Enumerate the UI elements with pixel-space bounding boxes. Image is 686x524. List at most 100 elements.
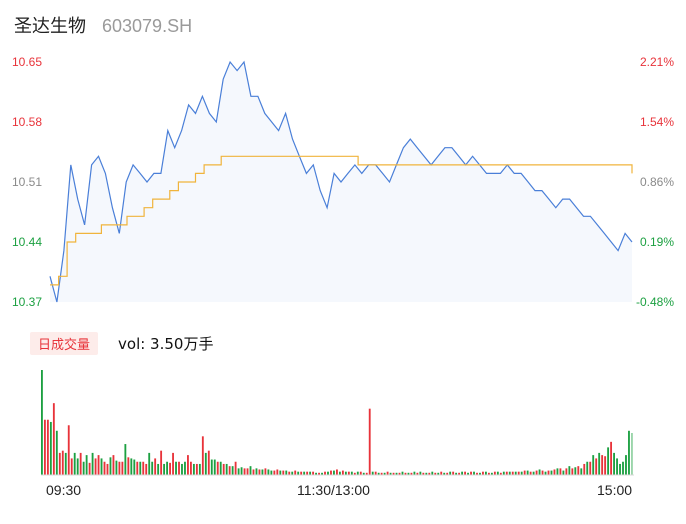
volume-bar xyxy=(294,470,297,475)
volume-bar xyxy=(449,471,452,475)
volume-bar xyxy=(121,461,124,475)
volume-bar xyxy=(482,471,484,475)
volume-bar xyxy=(64,452,67,475)
volume-bar xyxy=(401,471,404,475)
volume-bar xyxy=(70,458,73,475)
volume-bar xyxy=(288,471,291,475)
volume-bar xyxy=(404,472,407,475)
volume-bar xyxy=(264,468,267,475)
volume-bar xyxy=(467,472,469,475)
volume-bar xyxy=(97,455,100,475)
volume-bar xyxy=(446,472,449,475)
time-tick-open: 09:30 xyxy=(46,482,82,498)
volume-bar xyxy=(41,370,43,475)
volume-bar xyxy=(61,450,64,475)
volume-bar xyxy=(312,471,315,475)
volume-bar xyxy=(145,463,148,475)
volume-bar xyxy=(306,471,309,475)
volume-bar xyxy=(440,471,443,475)
volume-bar xyxy=(583,463,586,475)
pct-tick-3: 0.19% xyxy=(639,235,674,249)
volume-bar xyxy=(133,459,136,475)
volume-bar xyxy=(276,469,279,475)
price-tick-4: 10.37 xyxy=(12,295,43,309)
volume-bar xyxy=(514,471,517,475)
volume-bar xyxy=(434,472,437,475)
volume-bar xyxy=(362,472,365,475)
volume-bar xyxy=(300,471,303,475)
volume-bar xyxy=(604,456,607,475)
volume-bar xyxy=(52,403,55,475)
volume-bar xyxy=(189,461,192,475)
volume-bar xyxy=(410,472,413,475)
volume-tab[interactable]: 日成交量 xyxy=(30,331,99,355)
volume-bar xyxy=(371,471,374,475)
price-line xyxy=(49,60,633,303)
volume-bar xyxy=(607,447,610,475)
volume-bar xyxy=(151,461,154,475)
volume-bar xyxy=(240,467,243,475)
volume-bar xyxy=(55,430,58,475)
volume-bar xyxy=(353,472,356,475)
stock-name: 圣达生物 xyxy=(14,16,86,37)
volume-bar xyxy=(553,469,556,475)
volume-bar xyxy=(493,471,496,475)
average-price-line xyxy=(50,155,633,286)
volume-bar xyxy=(207,450,210,475)
volume-bar xyxy=(419,471,422,475)
volume-bar xyxy=(368,408,371,475)
volume-bar xyxy=(285,470,288,475)
volume-bar xyxy=(383,472,386,475)
volume-bar xyxy=(574,467,577,475)
volume-bar xyxy=(192,463,195,475)
volume-bar xyxy=(115,460,118,475)
volume-bar xyxy=(118,461,121,475)
volume-bar xyxy=(631,433,633,475)
volume-bar xyxy=(73,452,76,475)
volume-bar xyxy=(550,470,553,475)
volume-bar xyxy=(392,472,395,475)
volume-bar xyxy=(628,430,630,475)
volume-bar xyxy=(476,472,478,475)
volume-bar xyxy=(431,471,434,475)
volume-panel xyxy=(41,370,634,476)
volume-bar xyxy=(568,466,571,475)
volume-bar xyxy=(213,459,216,475)
volume-bar xyxy=(79,452,82,475)
volume-bar xyxy=(273,470,276,475)
volume-bar xyxy=(479,472,481,475)
volume-bar xyxy=(169,462,171,475)
volume-bar xyxy=(437,472,440,475)
volume-bar xyxy=(321,472,323,475)
volume-bar xyxy=(237,468,240,475)
volume-bar xyxy=(586,461,589,475)
volume-bar xyxy=(398,472,401,475)
volume-bar xyxy=(255,468,258,475)
volume-bar xyxy=(374,471,377,475)
volume-bar xyxy=(336,469,338,475)
volume-bar xyxy=(499,472,502,475)
volume-bar xyxy=(136,461,139,475)
volume-bar xyxy=(359,471,362,475)
volume-bar xyxy=(184,461,186,475)
volume-bar xyxy=(458,472,461,475)
volume-bar xyxy=(225,463,228,475)
volume-bar xyxy=(428,472,431,475)
volume-bar xyxy=(103,461,106,475)
volume-bar xyxy=(490,472,493,475)
volume-bar xyxy=(380,472,383,475)
time-tick-midday: 11:30/13:00 xyxy=(297,482,370,498)
volume-bar xyxy=(172,452,174,475)
volume-bar xyxy=(85,455,88,475)
volume-bar xyxy=(580,468,583,475)
volume-bar xyxy=(595,458,598,475)
volume-bar xyxy=(309,471,312,475)
volume-bar xyxy=(502,471,505,475)
volume-bar xyxy=(517,471,520,475)
volume-bar xyxy=(187,455,189,475)
volume-bar xyxy=(178,461,180,475)
volume-bar xyxy=(487,472,490,475)
volume-bar xyxy=(112,455,115,475)
volume-bar xyxy=(142,461,145,475)
volume-bar xyxy=(210,459,213,475)
